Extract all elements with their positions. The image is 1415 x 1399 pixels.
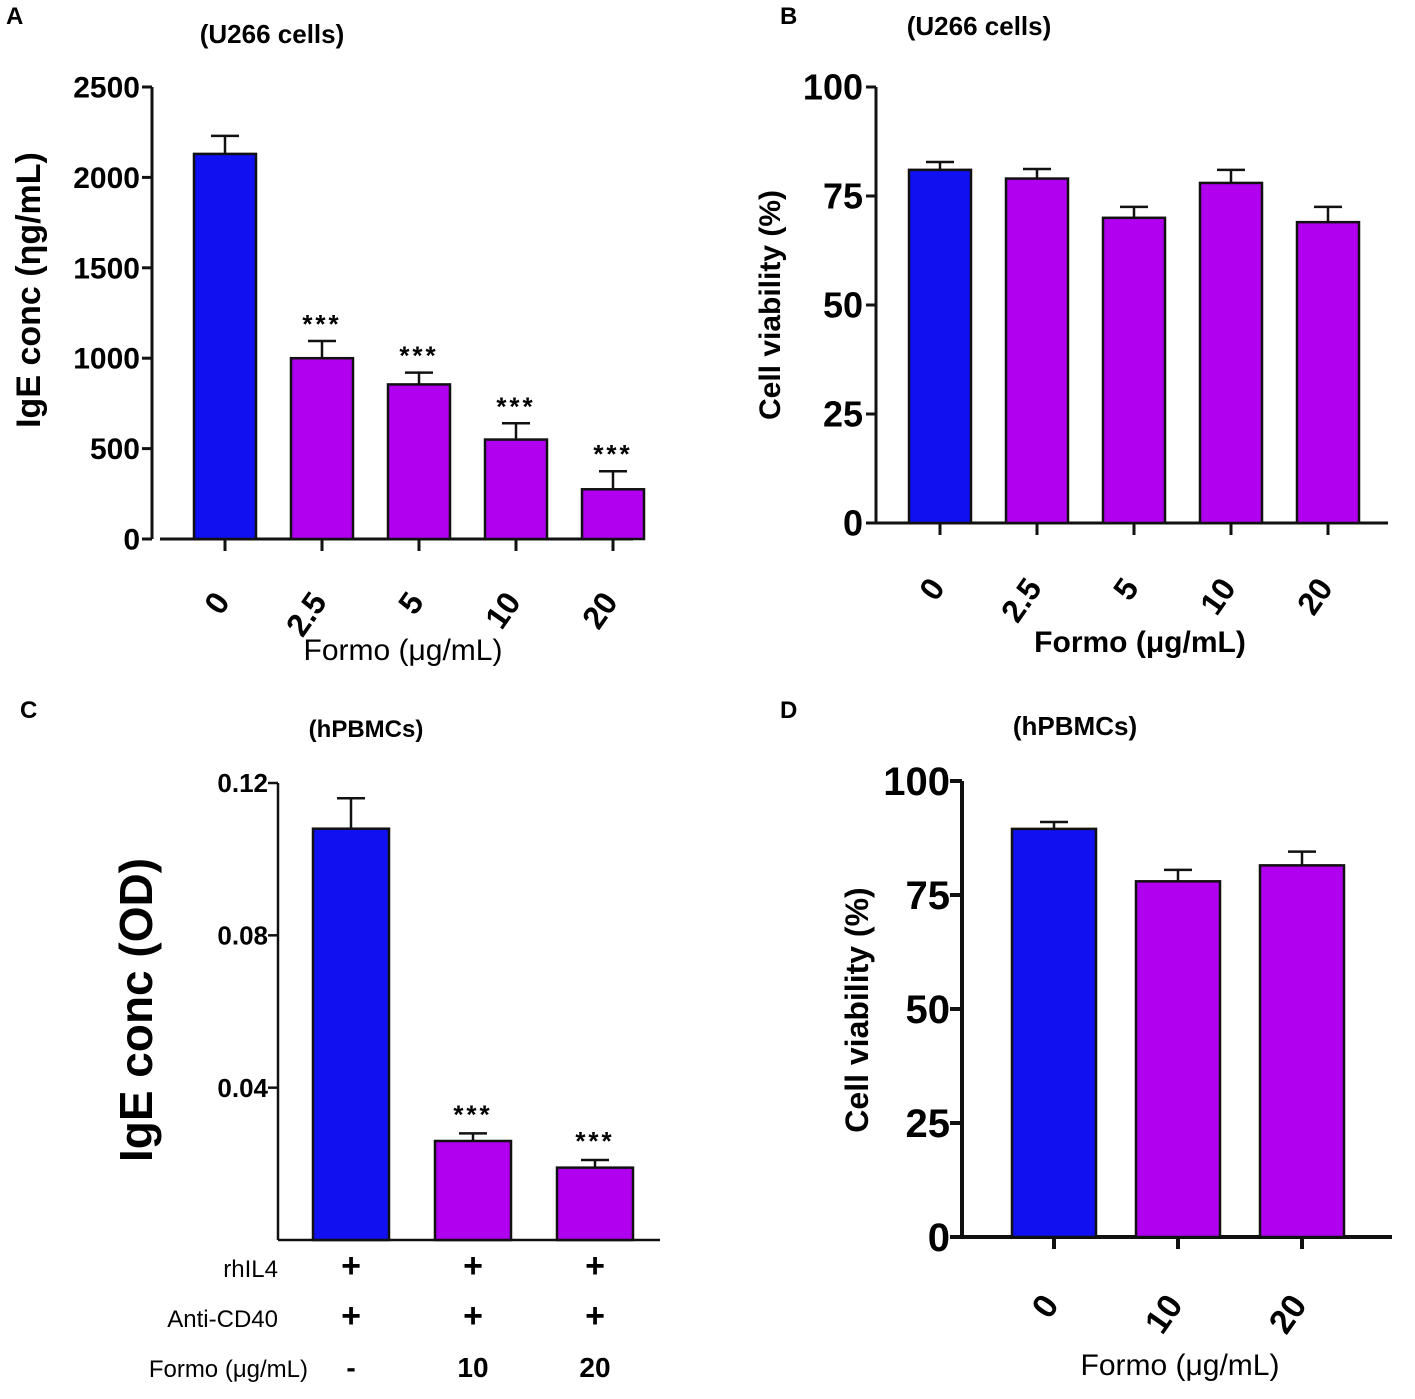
panel-a-significance: *** bbox=[496, 391, 535, 421]
panel-d-bar bbox=[1010, 827, 1098, 1239]
panel-c-condition-mark: + bbox=[585, 1297, 605, 1335]
panel-letter-a: A bbox=[6, 3, 23, 30]
panel-letter-b: B bbox=[780, 3, 797, 30]
panel-d-bar bbox=[1134, 880, 1222, 1239]
panel-b-ytick-label: 50 bbox=[823, 285, 863, 326]
panel-letter-d: D bbox=[780, 697, 797, 724]
panel-a-category-label: 10 bbox=[478, 585, 528, 635]
panel-b-xlabel: Formo (μg/mL) bbox=[1034, 626, 1246, 659]
panel-a-ytick-label: 0 bbox=[123, 524, 140, 557]
panel-b-title: (U266 cells) bbox=[907, 11, 1052, 41]
panel-c-title: (hPBMCs) bbox=[309, 716, 424, 743]
panel-c-significance: *** bbox=[453, 1099, 492, 1129]
panel-c-condition-label-anti-cd40: Anti-CD40 bbox=[167, 1306, 278, 1333]
panel-d-ytick-label: 0 bbox=[928, 1216, 950, 1260]
panel-b-ytick-label: 100 bbox=[803, 67, 863, 108]
panel-a-ytick-label: 2000 bbox=[73, 162, 140, 195]
panel-b-bar bbox=[1004, 177, 1070, 525]
panel-d-xlabel: Formo (μg/mL) bbox=[1081, 1349, 1280, 1382]
panel-a-category-label: 0 bbox=[197, 585, 237, 620]
panel-a-bar bbox=[580, 488, 646, 541]
panel-c-condition-mark: + bbox=[463, 1247, 483, 1285]
panel-b-category-label: 2.5 bbox=[994, 571, 1049, 628]
panel-a-ytick-label: 1500 bbox=[73, 252, 140, 285]
panel-b-bar bbox=[1198, 181, 1264, 525]
panel-c-bar bbox=[555, 1166, 635, 1242]
panel-b-ylabel: Cell viability (%) bbox=[754, 190, 787, 420]
panel-d-ytick-label: 50 bbox=[906, 988, 951, 1032]
panel-c-bar bbox=[311, 827, 391, 1242]
panel-d-bar bbox=[1258, 864, 1346, 1239]
panel-d-category-label: 10 bbox=[1138, 1288, 1191, 1341]
panel-c-condition-mark: + bbox=[341, 1297, 361, 1335]
panel-c-bar bbox=[433, 1139, 513, 1242]
plot-layer: 050010001500200025000***2.5***5***10***2… bbox=[73, 67, 1392, 1383]
panel-c-condition-label-formo: Formo (μg/mL) bbox=[149, 1356, 308, 1383]
panel-a-significance: *** bbox=[399, 341, 438, 371]
panel-a-ytick-label: 2500 bbox=[73, 72, 140, 105]
panel-a-bar bbox=[483, 438, 549, 541]
panel-c-condition-mark: - bbox=[346, 1352, 355, 1383]
panel-b-ytick-label: 75 bbox=[823, 176, 863, 217]
panel-a-bar bbox=[386, 383, 452, 541]
panel-d-title: (hPBMCs) bbox=[1013, 711, 1137, 741]
panel-a-ytick-label: 1000 bbox=[73, 343, 140, 376]
panel-d-ytick-label: 25 bbox=[906, 1102, 951, 1146]
panel-c-condition-mark: + bbox=[463, 1297, 483, 1335]
panel-b-category-label: 20 bbox=[1290, 571, 1340, 621]
panel-d-ylabel: Cell viability (%) bbox=[839, 887, 875, 1132]
panel-a-xlabel: Formo (μg/mL) bbox=[304, 634, 503, 667]
panel-a-category-label: 5 bbox=[391, 585, 431, 620]
panel-a-significance: *** bbox=[302, 309, 341, 339]
panel-letter-c: C bbox=[20, 697, 37, 724]
panel-c-condition-label-rhil4: rhIL4 bbox=[223, 1256, 278, 1283]
panel-b-category-label: 0 bbox=[912, 571, 952, 606]
panel-b-bar bbox=[1101, 216, 1167, 525]
panel-b-ytick-label: 25 bbox=[823, 394, 863, 435]
panel-a-bar bbox=[192, 152, 258, 541]
panel-a-bar bbox=[289, 356, 355, 541]
panel-a-significance: *** bbox=[593, 439, 632, 469]
panel-c-ytick-label: 0.04 bbox=[217, 1073, 268, 1103]
panel-d-category-label: 0 bbox=[1025, 1288, 1067, 1325]
panel-d-category-label: 20 bbox=[1262, 1288, 1315, 1341]
panel-a-category-label: 20 bbox=[575, 585, 625, 635]
panel-b-bar bbox=[1295, 220, 1361, 525]
panel-a-title: (U266 cells) bbox=[200, 19, 345, 49]
panel-b-category-label: 10 bbox=[1193, 571, 1243, 621]
panel-b-bar bbox=[907, 168, 973, 525]
panel-c-condition-mark: 10 bbox=[457, 1352, 488, 1383]
panel-d-ytick-label: 75 bbox=[906, 874, 951, 918]
panel-a-ylabel: IgE conc (ηg/mL) bbox=[10, 152, 48, 428]
panel-a-ytick-label: 500 bbox=[90, 433, 140, 466]
panel-c-condition-mark: + bbox=[341, 1247, 361, 1285]
panel-c-condition-mark: 20 bbox=[579, 1352, 610, 1383]
panel-c-ytick-label: 0.08 bbox=[217, 920, 268, 950]
panel-d-ytick-label: 100 bbox=[883, 760, 950, 804]
panel-c-ytick-label: 0.12 bbox=[217, 768, 268, 798]
panel-b-category-label: 5 bbox=[1106, 571, 1146, 606]
panel-c-ylabel: IgE conc (OD) bbox=[110, 858, 162, 1162]
panel-c-significance: *** bbox=[575, 1126, 614, 1156]
panel-c-condition-mark: + bbox=[585, 1247, 605, 1285]
panel-b-ytick-label: 0 bbox=[843, 503, 863, 544]
